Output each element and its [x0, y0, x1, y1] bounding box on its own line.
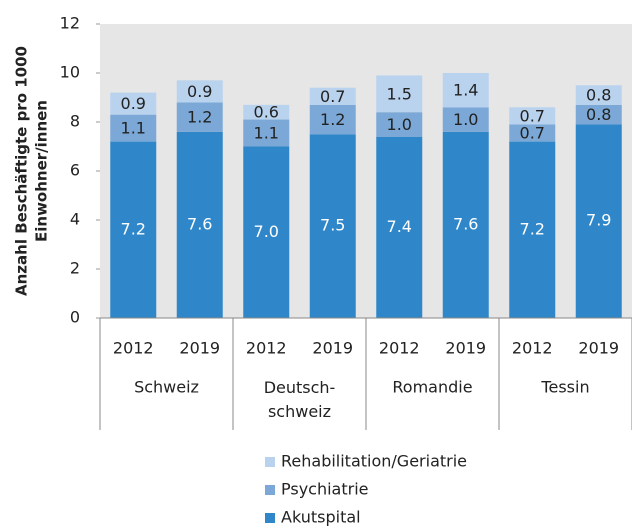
value-label: 1.2: [320, 110, 345, 129]
bar-segment: [309, 87, 356, 105]
x-tick-label: 2019: [312, 339, 353, 358]
legend-swatch: [265, 513, 275, 523]
group-label: Deutsch-schweiz: [264, 378, 336, 421]
legend-label: Rehabilitation/Geriatrie: [281, 452, 467, 471]
bar-segment: [309, 104, 356, 135]
value-label: 0.7: [320, 87, 345, 106]
value-label: 0.8: [586, 105, 611, 124]
bar-segment: [376, 112, 423, 137]
y-tick-label: 10: [60, 63, 80, 82]
legend-label: Psychiatrie: [281, 480, 369, 499]
value-label: 1.0: [453, 110, 478, 129]
value-label: 7.0: [254, 222, 279, 241]
y-axis-label: Einwohner/innen: [33, 100, 51, 242]
group-label: Tessin: [540, 378, 589, 397]
x-tick-label: 2012: [113, 339, 154, 358]
bar-segment: [243, 146, 290, 318]
bar-segment: [176, 80, 223, 103]
y-tick-label: 12: [60, 14, 80, 33]
bar-segment: [243, 119, 290, 147]
bar-segment: [442, 73, 489, 108]
value-label: 7.6: [453, 214, 478, 233]
value-label: 7.5: [320, 216, 345, 235]
y-tick-label: 0: [70, 308, 80, 327]
bar-segment: [176, 102, 223, 132]
value-label: 7.6: [187, 214, 212, 233]
bar-segment: [575, 104, 622, 125]
y-tick-label: 4: [70, 210, 80, 229]
x-tick-label: 2012: [379, 339, 420, 358]
group-label: Schweiz: [134, 378, 199, 397]
y-axis-label: Anzahl Beschäftigte pro 1000: [13, 46, 31, 296]
bar-segment: [376, 75, 423, 113]
value-label: 1.5: [387, 84, 412, 103]
bar-segment: [176, 131, 223, 318]
bar-segment: [243, 104, 290, 120]
bar-segment: [509, 107, 556, 125]
bar-segment: [575, 124, 622, 318]
value-label: 1.0: [387, 115, 412, 134]
value-label: 7.2: [121, 219, 146, 238]
value-label: 1.1: [254, 124, 279, 143]
value-label: 1.2: [187, 108, 212, 127]
legend-swatch: [265, 485, 275, 495]
bar-segment: [309, 134, 356, 318]
x-tick-label: 2019: [445, 339, 486, 358]
value-label: 7.9: [586, 211, 611, 230]
bar-segment: [509, 124, 556, 142]
y-tick-label: 2: [70, 259, 80, 278]
x-tick-label: 2019: [179, 339, 220, 358]
value-label: 0.9: [187, 82, 212, 101]
bar-segment: [442, 131, 489, 318]
x-tick-label: 2012: [512, 339, 553, 358]
bar-segment: [110, 114, 157, 142]
x-tick-label: 2012: [246, 339, 287, 358]
value-label: 0.6: [254, 103, 279, 122]
bar-segment: [509, 141, 556, 318]
value-label: 1.4: [453, 81, 478, 100]
y-tick-label: 8: [70, 112, 80, 131]
value-label: 0.9: [121, 94, 146, 113]
value-label: 7.2: [520, 219, 545, 238]
bar-segment: [575, 85, 622, 105]
group-label: Romandie: [392, 378, 472, 397]
bar-segment: [376, 136, 423, 318]
value-label: 0.7: [520, 106, 545, 125]
value-label: 0.8: [586, 86, 611, 105]
value-label: 0.7: [520, 124, 545, 143]
x-tick-label: 2019: [578, 339, 619, 358]
bar-segment: [110, 141, 157, 318]
legend-label: Akutspital: [281, 508, 361, 526]
bar-segment: [442, 107, 489, 132]
y-tick-label: 6: [70, 161, 80, 180]
value-label: 7.4: [387, 217, 412, 236]
legend-swatch: [265, 457, 275, 467]
bar-segment: [110, 92, 157, 115]
value-label: 1.1: [121, 119, 146, 138]
